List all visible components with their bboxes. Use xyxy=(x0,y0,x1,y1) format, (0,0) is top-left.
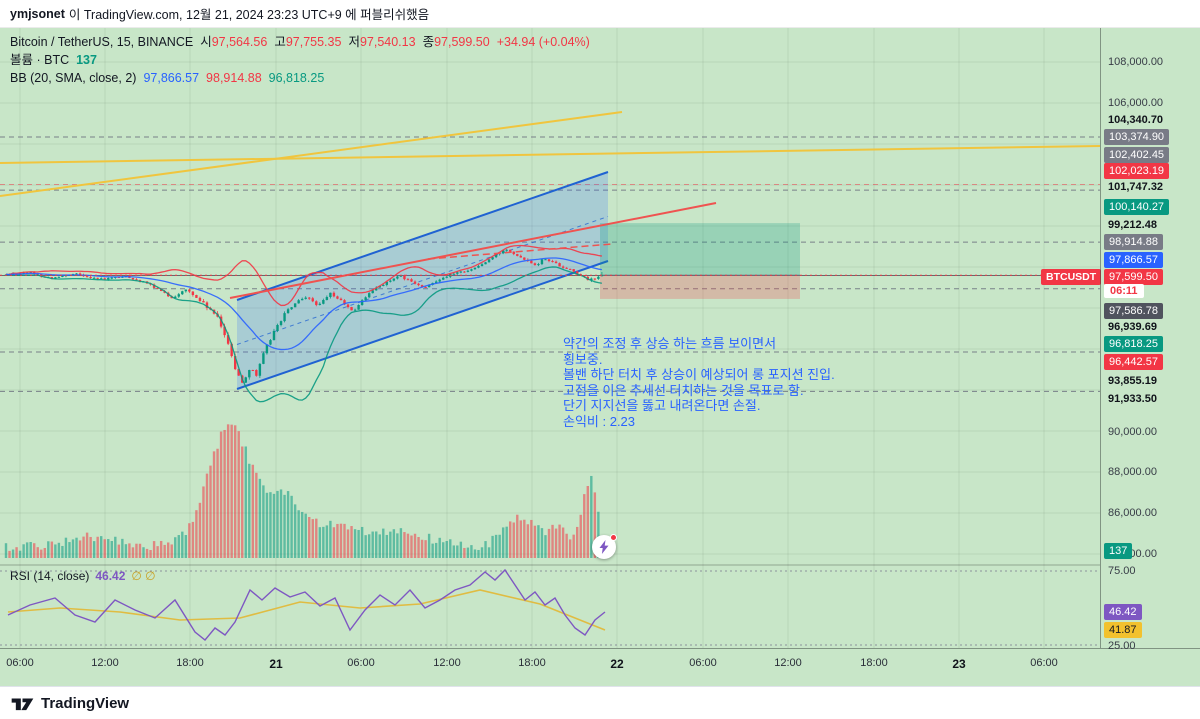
trade-note-line: 볼밴 하단 터치 후 상승이 예상되어 롱 포지션 진입. xyxy=(563,367,835,382)
time-axis-label: 18:00 xyxy=(860,657,888,669)
price-axis-label: 137 xyxy=(1104,543,1133,559)
time-axis-label: 06:00 xyxy=(1030,657,1058,669)
tradingview-brand-text: TradingView xyxy=(41,694,130,712)
time-axis-label: 12:00 xyxy=(433,657,461,669)
price-axis-label: 41.87 xyxy=(1104,622,1142,638)
price-axis-label: 88,000.00 xyxy=(1108,466,1157,478)
price-axis-label: 96,818.25 xyxy=(1104,336,1163,352)
time-axis[interactable]: 06:00 12:00 18:00 21 06:00 12:00 18:00 22 06:00 1… xyxy=(0,648,1200,686)
symbol-price-chip: BTCUSDT xyxy=(1041,269,1102,285)
current-price-label: 97,599.50 xyxy=(1104,269,1163,285)
volume-bars xyxy=(4,424,604,558)
red-trendline[interactable] xyxy=(229,202,717,299)
price-axis-label: 46.42 xyxy=(1104,604,1142,620)
bb-label: BB (20, SMA, close, 2) xyxy=(10,71,137,85)
ohlc-value: 97,540.13 xyxy=(359,35,416,49)
price-axis-label: 97,866.57 xyxy=(1104,252,1163,268)
bb-value: 96,818.25 xyxy=(268,71,325,85)
change-value: +34.94 (+0.04%) xyxy=(496,35,590,49)
volume-value: 137 xyxy=(76,53,97,67)
ohlc-value: 97,755.35 xyxy=(285,35,342,49)
chart-area[interactable]: Bitcoin / TetherUS, 15, BINANCE 시97,564.5… xyxy=(0,28,1200,686)
yellow-trendline-long[interactable] xyxy=(0,145,1100,164)
tradingview-logo[interactable]: TradingView xyxy=(10,694,129,713)
symbol-title[interactable]: Bitcoin / TetherUS, 15, BINANCE xyxy=(10,35,194,49)
price-axis-label: 96,442.57 xyxy=(1104,354,1163,370)
trade-note-line: 횡보중. xyxy=(563,351,603,367)
price-axis-label: 106,000.00 xyxy=(1108,97,1164,109)
time-axis-label: 21 xyxy=(269,657,283,671)
price-axis-label: 102,402.45 xyxy=(1104,147,1170,163)
ohlc-key: 고 xyxy=(274,35,286,49)
rsi-pane[interactable] xyxy=(0,564,1100,646)
price-axis-label: 91,933.50 xyxy=(1108,393,1157,405)
time-axis-label: 22 xyxy=(610,657,624,671)
bollinger-bands[interactable] xyxy=(5,244,603,403)
price-axis-label: 96,939.69 xyxy=(1108,321,1157,333)
bb-value: 97,866.57 xyxy=(143,71,200,85)
trade-note-line: 약간의 조정 후 상승 하는 흐름 보이면서 xyxy=(563,336,777,351)
time-axis-label: 18:00 xyxy=(518,657,546,669)
price-axis-label: 90,000.00 xyxy=(1108,426,1157,438)
price-chart-canvas[interactable] xyxy=(0,28,1100,648)
ohlc-value: 97,599.50 xyxy=(434,35,490,49)
price-axis-label: 75.00 xyxy=(1108,565,1136,577)
trade-note-annotation[interactable]: 약간의 조정 후 상승 하는 흐름 보이면서 횡보중. 볼밴 하단 터치 후 상승이… xyxy=(563,336,835,429)
time-axis-label: 23 xyxy=(952,657,966,671)
price-axis-label: 25.00 xyxy=(1108,640,1136,652)
tradingview-mark-icon xyxy=(11,698,34,710)
time-axis-label: 06:00 xyxy=(347,657,375,669)
yellow-trendline-steep[interactable] xyxy=(0,111,623,197)
volume-legend-row[interactable]: 볼륨 · BTC 137 xyxy=(10,51,590,69)
bb-value: 98,914.88 xyxy=(206,71,262,85)
time-axis-label: 06:00 xyxy=(6,657,34,669)
rsi-ma-values: ∅ ∅ xyxy=(131,569,156,583)
bb-values: 97,866.57 98,914.88 96,818.25 xyxy=(136,71,324,85)
rsi-label: RSI (14, close) xyxy=(10,569,90,583)
rsi-value: 46.42 xyxy=(95,569,126,583)
publish-text: 이 TradingView.com, 12월 21, 2024 23:23 UT… xyxy=(68,8,430,22)
footer-bar: TradingView xyxy=(0,686,1200,719)
time-axis-label: 18:00 xyxy=(176,657,204,669)
time-axis-label: 12:00 xyxy=(774,657,802,669)
price-axis-label: 104,340.70 xyxy=(1108,114,1164,126)
price-axis[interactable]: 108,000.00 106,000.00 104,340.70 103,374.90… xyxy=(1100,28,1200,652)
ohlc-key: 종 xyxy=(422,35,435,49)
long-position-tool[interactable] xyxy=(600,223,800,299)
horizontal-level-lines[interactable] xyxy=(0,136,1100,392)
rsi-legend[interactable]: RSI (14, close) 46.42 ∅ ∅ xyxy=(10,569,156,583)
time-axis-label: 12:00 xyxy=(91,657,119,669)
chart-legend: Bitcoin / TetherUS, 15, BINANCE 시97,564.5… xyxy=(10,33,590,87)
bar-countdown: 06:11 xyxy=(1104,284,1144,298)
bb-legend-row[interactable]: BB (20, SMA, close, 2) 97,866.57 98,914.88… xyxy=(10,69,590,87)
ohlc-key: 저 xyxy=(348,35,360,49)
ohlc-value: 97,564.56 xyxy=(211,35,268,49)
volume-label: 볼륨 · BTC xyxy=(10,53,70,67)
trade-note-line: 고점을 이은 추세선 터치하는 것을 목표로 함. xyxy=(563,382,804,398)
price-axis-label: 101,747.32 xyxy=(1108,181,1164,193)
price-axis-label: 102,023.19 xyxy=(1104,163,1170,179)
trade-note-line: 단기 지지선을 뚫고 내려온다면 손절. xyxy=(563,398,761,413)
idea-flash-badge[interactable] xyxy=(592,534,617,559)
price-axis-label: 97,586.78 xyxy=(1104,303,1163,319)
ohlc-key: 시 xyxy=(200,35,212,49)
price-axis-label: 100,140.27 xyxy=(1104,199,1170,215)
ohlc-values: 시97,564.56 고97,755.35 저97,540.13 종97,599.50 xyxy=(193,35,490,49)
price-axis-label: 98,914.88 xyxy=(1104,234,1163,250)
trade-note-line: 손익비 : 2.23 xyxy=(563,413,636,429)
price-axis-label: 93,855.19 xyxy=(1108,375,1157,387)
symbol-legend-row[interactable]: Bitcoin / TetherUS, 15, BINANCE 시97,564.5… xyxy=(10,33,590,51)
publish-bar: ymjsonet 이 TradingView.com, 12월 21, 2024… xyxy=(0,0,1200,28)
price-axis-label: 86,000.00 xyxy=(1108,507,1157,519)
red-dashed-trendline[interactable] xyxy=(427,243,613,260)
price-axis-label: 99,212.48 xyxy=(1108,219,1157,231)
price-axis-label: 103,374.90 xyxy=(1104,129,1170,145)
publish-author[interactable]: ymjsonet xyxy=(10,6,65,21)
lightning-icon xyxy=(599,540,608,554)
time-axis-label: 06:00 xyxy=(689,657,717,669)
price-axis-label: 108,000.00 xyxy=(1108,56,1164,68)
notification-dot xyxy=(610,534,617,541)
ascending-channel[interactable] xyxy=(236,171,609,390)
